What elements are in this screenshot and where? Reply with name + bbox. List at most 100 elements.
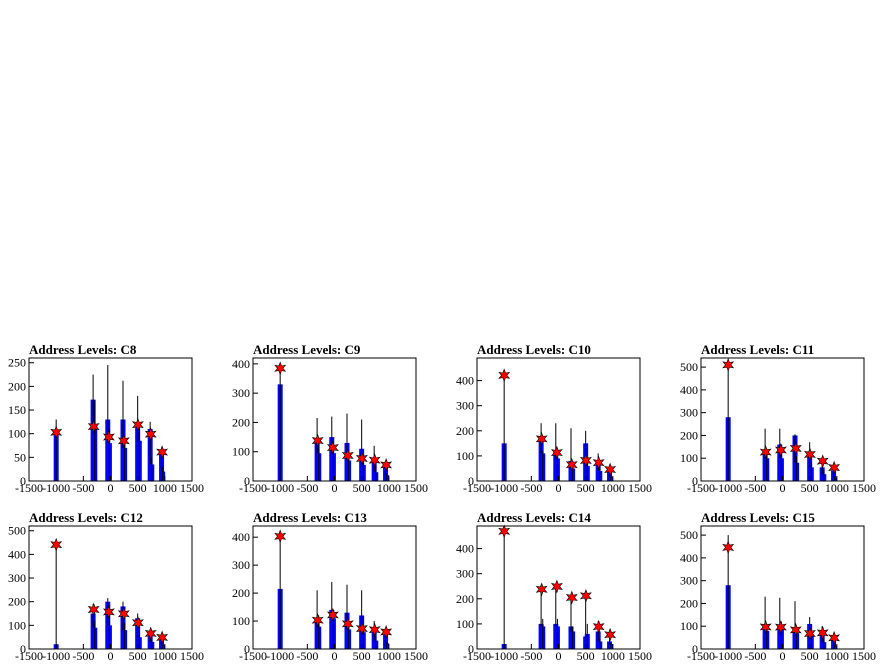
chart-title: Address Levels: C10: [477, 342, 591, 357]
y-tick-label: 200: [680, 428, 698, 442]
x-tick-label: -1500: [463, 481, 491, 495]
chart-title: Address Levels: C15: [701, 510, 815, 525]
x-tick-label: 1000: [825, 649, 849, 663]
peak-marker: [592, 455, 605, 470]
x-tick-label: 1000: [377, 481, 401, 495]
x-tick-label: -1000: [42, 649, 70, 663]
x-tick-label: -500: [520, 481, 542, 495]
x-tick-label: 1000: [601, 649, 625, 663]
peak-marker: [828, 460, 841, 475]
x-tick-label: 0: [332, 481, 338, 495]
y-tick-label: 100: [680, 619, 698, 633]
peak-marker: [604, 462, 617, 477]
chart-title: Address Levels: C14: [477, 510, 591, 525]
y-tick-label: 400: [232, 357, 250, 371]
x-tick-label: -1000: [266, 649, 294, 663]
x-tick-label: -1500: [687, 481, 715, 495]
y-tick-label: 0: [468, 474, 474, 488]
peak-marker: [117, 433, 130, 448]
peak-marker: [50, 537, 63, 552]
y-tick-label: 200: [232, 415, 250, 429]
peak-marker: [550, 445, 563, 460]
x-tick-label: -500: [296, 649, 318, 663]
y-tick-label: 400: [8, 547, 26, 561]
x-tick-label: 1000: [153, 481, 177, 495]
y-tick-label: 0: [692, 642, 698, 656]
peak-marker: [816, 625, 829, 640]
x-tick-label: 1000: [377, 649, 401, 663]
y-tick-label: 0: [20, 474, 26, 488]
peak-marker: [274, 529, 287, 544]
x-tick-label: -500: [520, 649, 542, 663]
y-tick-label: 0: [20, 642, 26, 656]
x-tick-label: 0: [780, 481, 786, 495]
x-tick-label: -1000: [490, 649, 518, 663]
y-tick-label: 400: [680, 551, 698, 565]
peak-marker: [579, 453, 592, 468]
peak-marker: [759, 620, 772, 634]
x-tick-label: 1500: [852, 481, 876, 495]
peak-marker: [144, 427, 157, 442]
peak-marker: [355, 621, 368, 636]
x-tick-label: 500: [577, 649, 595, 663]
y-tick-label: 300: [456, 399, 474, 413]
y-tick-label: 200: [232, 586, 250, 600]
y-tick-label: 300: [680, 574, 698, 588]
chart-panel: Address Levels: C8-1500 -1000 -500 0 500 1000…: [8, 342, 204, 495]
x-tick-label: 500: [353, 649, 371, 663]
y-tick-label: 100: [8, 427, 26, 441]
y-tick-label: 500: [680, 528, 698, 542]
peak-marker: [774, 620, 787, 634]
y-tick-label: 0: [692, 474, 698, 488]
x-tick-label: 1500: [628, 649, 652, 663]
x-tick-label: -1000: [714, 481, 742, 495]
chart-panel: Address Levels: C15 -1500 -1000 -500 0 500 100…: [680, 510, 876, 663]
x-tick-label: 1500: [404, 481, 428, 495]
y-tick-label: 300: [680, 406, 698, 420]
peak-marker: [87, 419, 100, 434]
y-tick-label: 300: [232, 558, 250, 572]
x-tick-label: 0: [556, 481, 562, 495]
peak-marker: [579, 588, 592, 603]
peak-marker: [592, 619, 605, 634]
x-tick-label: -1500: [239, 649, 267, 663]
x-tick-label: 0: [780, 649, 786, 663]
y-tick-label: 400: [680, 383, 698, 397]
x-tick-label: 1500: [628, 481, 652, 495]
x-tick-label: 1000: [825, 481, 849, 495]
y-tick-label: 100: [8, 618, 26, 632]
peak-marker: [102, 605, 115, 619]
peak-marker: [368, 453, 381, 468]
peak-marker: [565, 457, 578, 472]
peak-marker: [789, 623, 802, 637]
x-tick-label: -1500: [239, 481, 267, 495]
x-tick-label: 1500: [180, 649, 204, 663]
peak-marker: [326, 440, 339, 455]
x-tick-label: -1500: [687, 649, 715, 663]
x-tick-label: -500: [72, 649, 94, 663]
x-tick-label: 500: [129, 649, 147, 663]
x-tick-label: -500: [296, 481, 318, 495]
peak-marker: [87, 602, 100, 617]
chart-title: Address Levels: C11: [701, 342, 814, 357]
y-tick-label: 500: [8, 524, 26, 538]
peak-marker: [789, 441, 802, 456]
x-tick-label: -1500: [15, 649, 43, 663]
y-tick-label: 400: [456, 374, 474, 388]
y-tick-label: 100: [456, 449, 474, 463]
peak-marker: [102, 430, 115, 444]
y-tick-label: 150: [8, 403, 26, 417]
peak-marker: [156, 445, 169, 459]
chart-panel: Address Levels: C9-1500 -1000 -500 0 500 1000…: [232, 342, 428, 495]
chart-panel: Address Levels: C10 -1500 -1000 -500 0 500 100…: [456, 342, 652, 495]
x-tick-label: -500: [72, 481, 94, 495]
peak-marker: [274, 361, 287, 376]
y-tick-label: 100: [456, 617, 474, 631]
chart-panel: Address Levels: C11 -1500 -1000 -500 0 500 100…: [680, 342, 876, 495]
y-tick-label: 400: [232, 530, 250, 544]
peak-marker: [380, 625, 393, 639]
peak-marker: [368, 622, 381, 637]
peak-marker: [156, 630, 169, 645]
x-tick-label: -1000: [490, 481, 518, 495]
